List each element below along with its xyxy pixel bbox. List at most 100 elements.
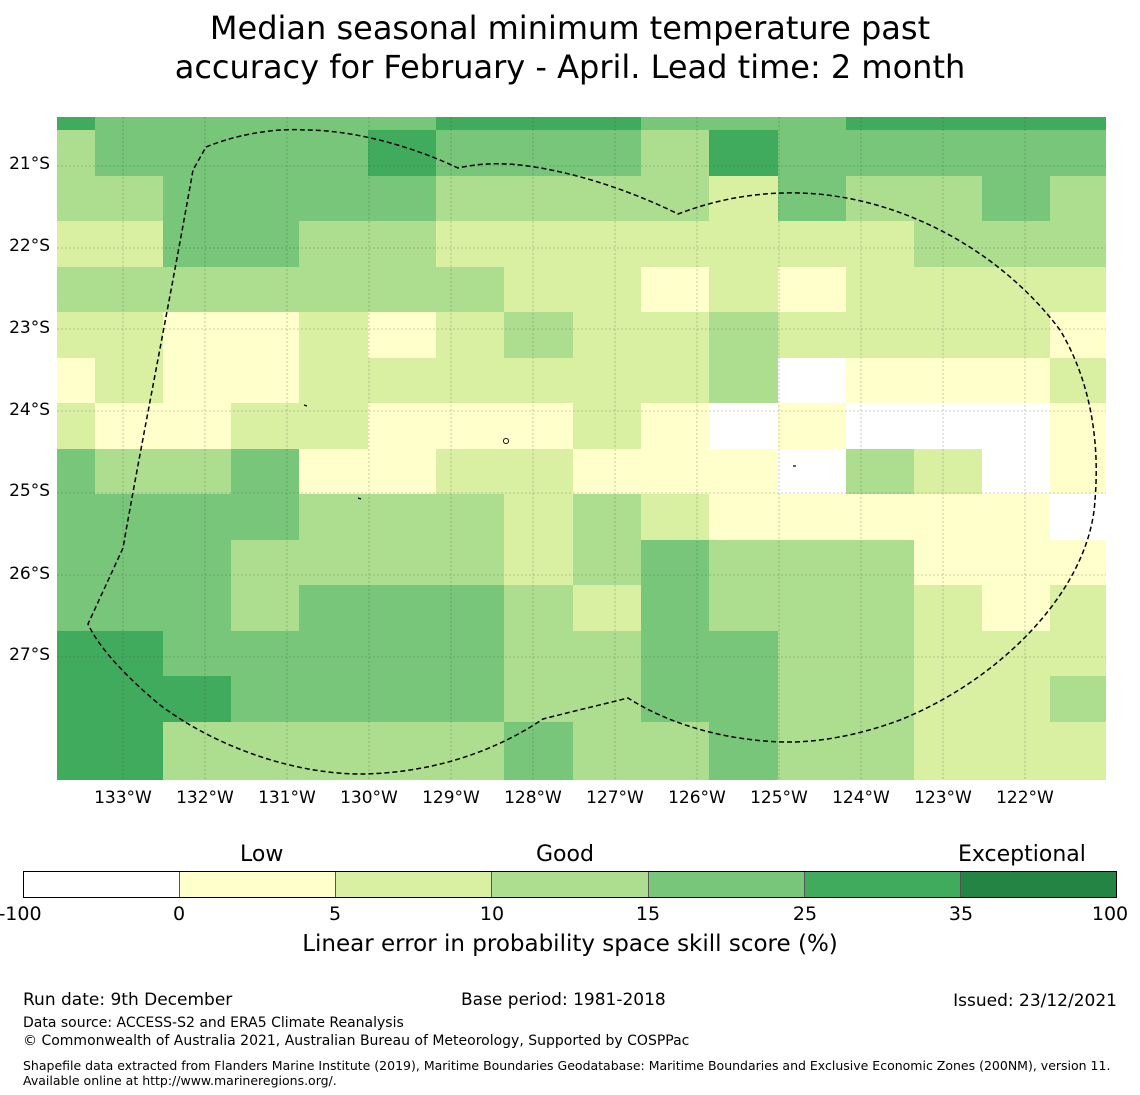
skill-cell (846, 117, 914, 130)
skill-cell (57, 358, 95, 403)
skill-cell (573, 130, 641, 176)
skill-cell (709, 494, 778, 540)
skill-cell (1050, 722, 1106, 780)
skill-grid-cells (57, 117, 1106, 780)
skill-cell (914, 494, 982, 540)
skill-cell (231, 722, 299, 780)
skill-cell (709, 403, 778, 449)
skill-cell (504, 130, 573, 176)
skill-cell (163, 631, 231, 676)
lon-label: 127°W (586, 788, 644, 808)
graticule-lines (57, 117, 1106, 780)
skill-cell (163, 585, 231, 631)
skill-score-map (57, 117, 1106, 780)
skill-cell (709, 176, 778, 221)
lat-label: 21°S (9, 154, 50, 174)
skill-cell (299, 312, 368, 358)
skill-cell (914, 585, 982, 631)
lon-label: 128°W (504, 788, 562, 808)
skill-cell (163, 358, 231, 403)
lon-label: 122°W (996, 788, 1054, 808)
skill-cell (709, 358, 778, 403)
skill-cell (1050, 494, 1106, 540)
skill-cell (1050, 676, 1106, 722)
skill-cell (982, 221, 1050, 267)
skill-cell (641, 358, 709, 403)
base-period: Base period: 1981-2018 (461, 990, 666, 1010)
skill-cell (57, 540, 95, 585)
skill-cell (231, 494, 299, 540)
skill-cell (163, 117, 231, 130)
lon-label: 131°W (258, 788, 316, 808)
skill-cell (504, 312, 573, 358)
lat-label: 26°S (9, 564, 50, 584)
lat-label: 25°S (9, 481, 50, 501)
skill-cell (914, 403, 982, 449)
skill-cell (95, 631, 163, 676)
skill-cell (368, 358, 436, 403)
skill-cell (846, 221, 914, 267)
map-title-line-1: Median seasonal minimum temperature past (209, 9, 931, 47)
skill-cell (982, 176, 1050, 221)
skill-cell (231, 130, 299, 176)
skill-cell (709, 267, 778, 312)
colorbar-swatch (804, 872, 961, 897)
skill-cell (368, 722, 436, 780)
shapefile-attribution: Shapefile data extracted from Flanders M… (23, 1058, 1111, 1088)
skill-cell (1050, 449, 1106, 494)
skill-cell (982, 494, 1050, 540)
skill-cell (982, 312, 1050, 358)
skill-cell (504, 676, 573, 722)
skill-cell (709, 312, 778, 358)
lon-label: 133°W (94, 788, 152, 808)
skill-cell (914, 130, 982, 176)
skill-cell (914, 358, 982, 403)
skill-cell (436, 312, 504, 358)
skill-cell (163, 540, 231, 585)
skill-cell (846, 130, 914, 176)
skill-cell (914, 117, 982, 130)
skill-cell (504, 449, 573, 494)
skill-cell (846, 722, 914, 780)
skill-cell (1050, 176, 1106, 221)
skill-cell (778, 722, 846, 780)
skill-cell (573, 117, 641, 130)
skill-cell (778, 358, 846, 403)
skill-cell (299, 176, 368, 221)
skill-cell (573, 358, 641, 403)
skill-cell (436, 449, 504, 494)
skill-cell (299, 676, 368, 722)
skill-cell (436, 403, 504, 449)
skill-cell (163, 312, 231, 358)
skill-cell (299, 403, 368, 449)
skill-cell (368, 176, 436, 221)
skill-cell (163, 130, 231, 176)
skill-cell (982, 117, 1050, 130)
skill-cell (368, 494, 436, 540)
skill-cell (57, 312, 95, 358)
skill-cell (368, 540, 436, 585)
skill-cell (709, 722, 778, 780)
skill-cell (709, 585, 778, 631)
skill-cell (368, 312, 436, 358)
skill-cell (1050, 585, 1106, 631)
data-source: Data source: ACCESS-S2 and ERA5 Climate … (23, 1015, 404, 1031)
skill-cell (846, 676, 914, 722)
skill-cell (778, 117, 846, 130)
skill-cell (846, 540, 914, 585)
skill-cell (778, 221, 846, 267)
skill-cell (504, 267, 573, 312)
skill-cell (95, 358, 163, 403)
island-outline (502, 437, 510, 445)
skill-cell (778, 631, 846, 676)
skill-cell (299, 358, 368, 403)
skill-cell (914, 221, 982, 267)
skill-cell (504, 358, 573, 403)
skill-cell (641, 722, 709, 780)
skill-cell (573, 631, 641, 676)
skill-cell (504, 722, 573, 780)
skill-cell (95, 130, 163, 176)
skill-cell (163, 403, 231, 449)
colorbar-tick: -100 (0, 903, 42, 925)
skill-cell (1050, 540, 1106, 585)
